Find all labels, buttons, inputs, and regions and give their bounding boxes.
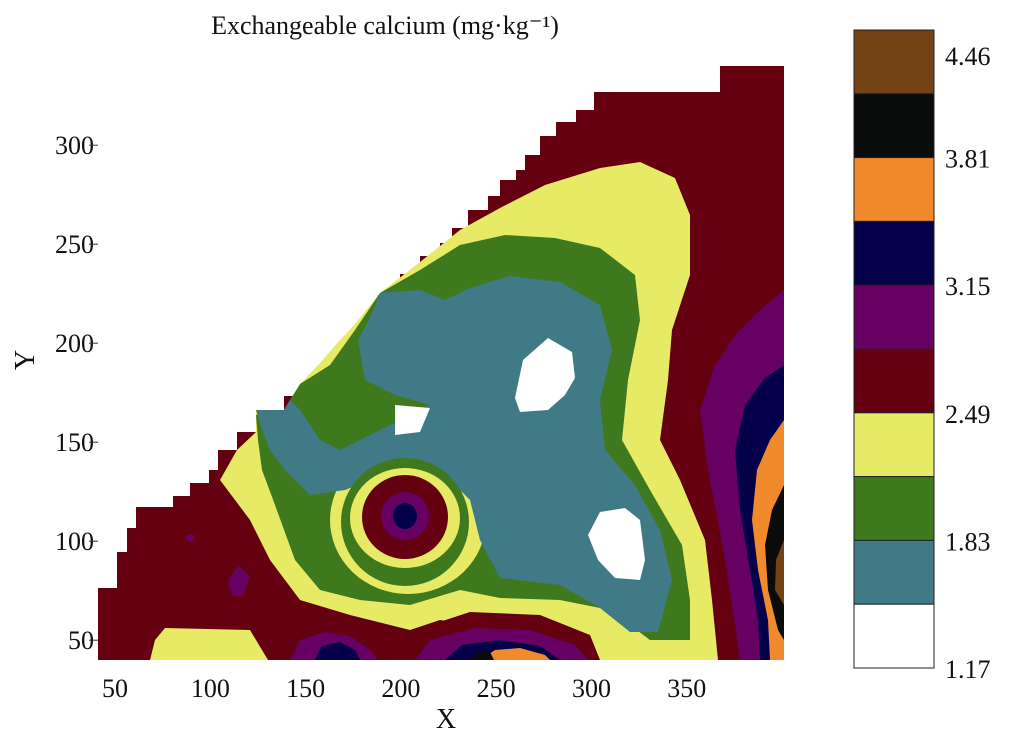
- chart-title: Exchangeable calcium (mg·kg⁻¹): [211, 11, 559, 40]
- legend-swatch: [853, 157, 935, 222]
- legend-tick-label: 3.15: [945, 272, 991, 301]
- x-tick-label: 200: [381, 674, 420, 703]
- x-tick-label: 50: [102, 674, 128, 703]
- x-tick-label: 100: [191, 674, 230, 703]
- legend-swatch: [853, 348, 935, 414]
- contour-hole-white: [515, 338, 575, 412]
- contour-plot-area: [98, 66, 784, 660]
- contour-spot-purple: [228, 566, 250, 596]
- contour-right-brown: [775, 540, 784, 605]
- colorbar-legend: 4.46 3.81 3.15 2.49 1.83 1.17: [853, 29, 991, 684]
- y-tick-label: 200: [55, 329, 94, 358]
- x-axis: 50 100 150 200 250 300 350: [102, 674, 706, 703]
- legend-tick-label: 3.81: [945, 145, 991, 174]
- legend-swatch: [853, 539, 935, 605]
- legend-tick-label: 4.46: [945, 42, 991, 71]
- legend-tick-label: 1.83: [945, 527, 991, 556]
- x-tick-label: 150: [286, 674, 325, 703]
- x-tick-label: 300: [572, 674, 611, 703]
- legend-swatch: [853, 412, 935, 478]
- legend-tick-label: 2.49: [945, 400, 991, 429]
- x-axis-title: X: [436, 704, 456, 735]
- contour-hole-white: [395, 405, 430, 435]
- y-axis-title: Y: [10, 350, 41, 370]
- legend-swatch: [853, 284, 935, 350]
- legend-swatch: [853, 93, 935, 159]
- legend-swatch: [853, 29, 935, 95]
- y-tick-label: 300: [55, 131, 94, 160]
- y-tick-label: 100: [55, 527, 94, 556]
- contour-right-black: [765, 485, 784, 640]
- contour-hole-white: [588, 508, 645, 580]
- legend-swatch: [853, 476, 935, 541]
- contour-bottom-navy: [315, 642, 360, 660]
- x-tick-label: 250: [477, 674, 516, 703]
- legend-tick-label: 1.17: [945, 655, 991, 684]
- legend-swatch: [853, 220, 935, 286]
- x-tick-label: 350: [667, 674, 706, 703]
- legend-swatch: [853, 603, 935, 669]
- contour-spot-purple: [186, 534, 194, 542]
- contour-bottom-black: [470, 652, 494, 660]
- contour-bottom-orange: [480, 648, 550, 660]
- y-tick-label: 250: [55, 230, 94, 259]
- y-tick-label: 150: [55, 428, 94, 457]
- contour-core-navy: [393, 503, 417, 529]
- contour-region-level-2.16-2.49: [150, 628, 268, 660]
